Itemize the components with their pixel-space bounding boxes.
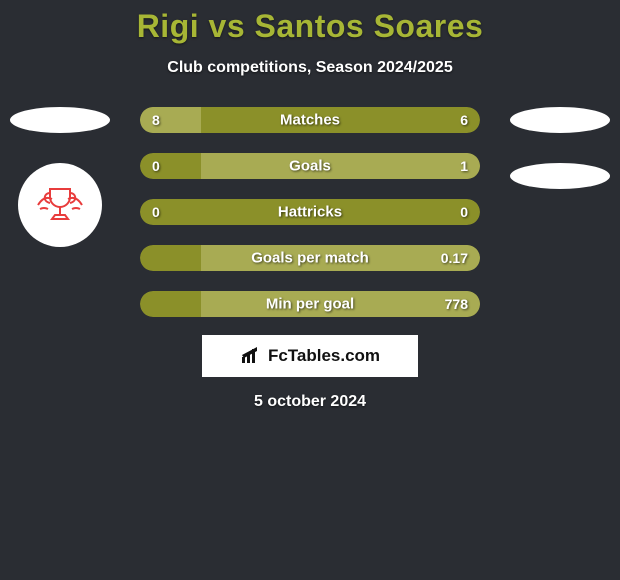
subtitle: Club competitions, Season 2024/2025 bbox=[0, 59, 620, 77]
watermark: FcTables.com bbox=[202, 335, 418, 377]
watermark-text: FcTables.com bbox=[268, 346, 380, 366]
team-left-badge bbox=[18, 163, 102, 247]
trophy-icon bbox=[30, 175, 90, 235]
left-team-logos bbox=[10, 107, 110, 247]
stat-bars: 8 Matches 6 0 Goals 1 0 Hattricks 0 bbox=[140, 107, 480, 317]
right-team-logos bbox=[510, 107, 610, 189]
team-right-small-logo-1 bbox=[510, 107, 610, 133]
stat-label: Hattricks bbox=[140, 204, 480, 221]
stat-bar-goals-per-match: Goals per match 0.17 bbox=[140, 245, 480, 271]
comparison-area: 8 Matches 6 0 Goals 1 0 Hattricks 0 bbox=[0, 107, 620, 317]
stat-right-value: 6 bbox=[460, 112, 468, 128]
stat-bar-matches: 8 Matches 6 bbox=[140, 107, 480, 133]
team-left-small-logo bbox=[10, 107, 110, 133]
stat-label: Min per goal bbox=[140, 296, 480, 313]
date: 5 october 2024 bbox=[0, 393, 620, 411]
stat-bar-goals: 0 Goals 1 bbox=[140, 153, 480, 179]
stat-right-value: 1 bbox=[460, 158, 468, 174]
stat-right-value: 0.17 bbox=[441, 250, 468, 266]
stat-label: Goals per match bbox=[140, 250, 480, 267]
page-title: Rigi vs Santos Soares bbox=[0, 0, 620, 45]
team-right-small-logo-2 bbox=[510, 163, 610, 189]
comparison-card: Rigi vs Santos Soares Club competitions,… bbox=[0, 0, 620, 411]
stat-label: Matches bbox=[140, 112, 480, 129]
bars-icon bbox=[240, 345, 262, 367]
stat-bar-min-per-goal: Min per goal 778 bbox=[140, 291, 480, 317]
stat-right-value: 778 bbox=[445, 296, 468, 312]
stat-right-value: 0 bbox=[460, 204, 468, 220]
stat-label: Goals bbox=[140, 158, 480, 175]
stat-bar-hattricks: 0 Hattricks 0 bbox=[140, 199, 480, 225]
